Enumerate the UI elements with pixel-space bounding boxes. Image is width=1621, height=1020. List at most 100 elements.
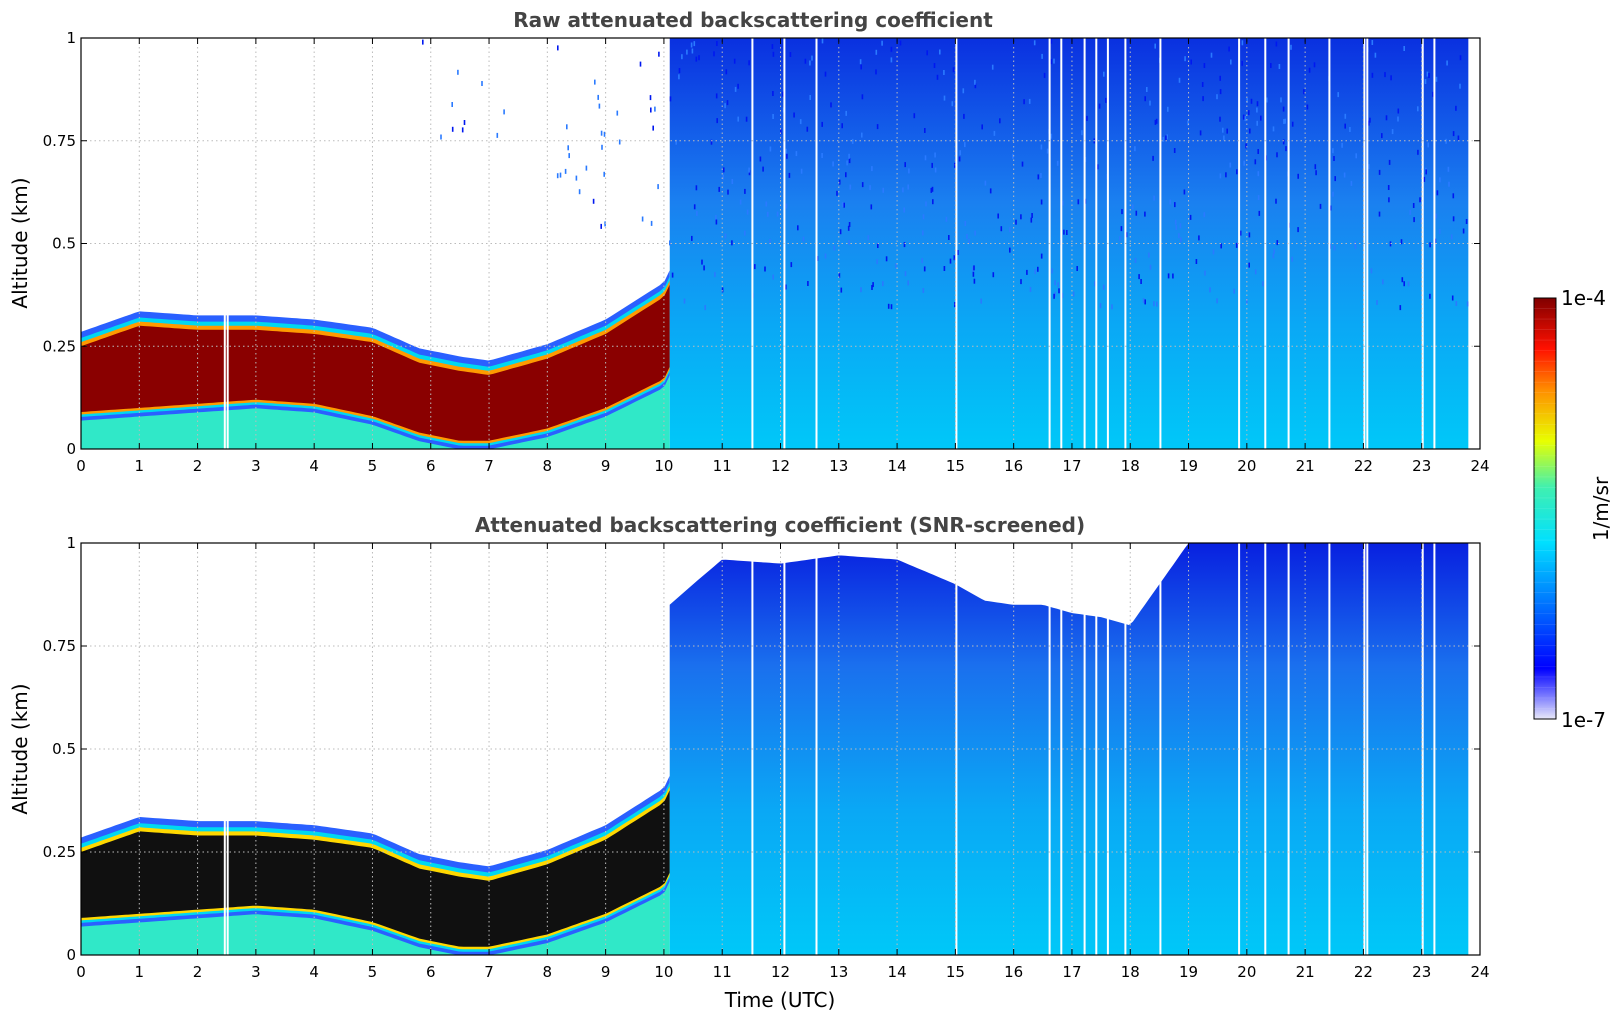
noise-mark (1397, 108, 1400, 114)
noise-mark (1053, 293, 1055, 299)
signal-layer-band (81, 790, 670, 947)
noise-mark (1099, 303, 1102, 309)
noise-mark (1219, 116, 1221, 122)
noise-mark (683, 298, 686, 304)
noise-mark (1063, 229, 1065, 235)
noise-mark (1452, 216, 1455, 222)
noise-mark (748, 170, 751, 176)
noise-mark (1040, 173, 1042, 178)
noise-mark (1266, 97, 1268, 103)
noise-mark (1057, 282, 1059, 288)
noise-mark (1337, 92, 1339, 98)
noise-mark (1148, 252, 1150, 258)
missing-profile (223, 38, 226, 449)
noise-mark (1446, 60, 1448, 66)
noise-mark (1050, 133, 1053, 139)
noise-mark (1029, 286, 1032, 292)
noise-mark (1436, 190, 1439, 196)
noise-mark (1134, 146, 1136, 152)
noise-mark (807, 281, 809, 286)
noise-mark (1020, 279, 1022, 285)
colorbar: 1e-4 1e-7 1/m/sr (1533, 286, 1613, 732)
noise-mark (1203, 212, 1206, 218)
noise-mark (1412, 203, 1415, 208)
missing-profile (223, 543, 226, 955)
x-tick-label: 11 (713, 963, 732, 981)
noise-mark (786, 153, 788, 159)
noise-mark (1201, 82, 1204, 87)
noise-mark (675, 139, 677, 145)
noise-mark (952, 67, 955, 73)
x-tick-label: 4 (309, 457, 319, 475)
noise-mark (809, 60, 811, 66)
noise-mark (727, 189, 729, 195)
x-axis-label: Time (UTC) (724, 988, 836, 1012)
noise-mark (1260, 115, 1262, 121)
noise-mark (782, 91, 784, 97)
noise-mark (691, 235, 693, 241)
noise-mark (1391, 129, 1394, 135)
noise-mark (821, 153, 823, 158)
x-tick-label: 12 (771, 457, 790, 475)
missing-profile (1328, 543, 1331, 955)
noise-mark (696, 210, 698, 216)
noise-mark (999, 118, 1001, 124)
noise-mark (463, 120, 466, 125)
x-tick-label: 10 (654, 457, 673, 475)
noise-mark (1246, 97, 1248, 103)
x-tick-label: 18 (1121, 963, 1140, 981)
noise-mark (833, 245, 836, 251)
noise-mark (1183, 189, 1186, 195)
missing-profile (226, 543, 229, 955)
noise-mark (1244, 116, 1247, 122)
noise-mark (1384, 72, 1386, 78)
noise-mark (1419, 197, 1421, 203)
noise-mark (861, 94, 864, 100)
noise-mark (972, 271, 975, 277)
noise-mark (1189, 214, 1192, 220)
noise-mark (1369, 117, 1371, 123)
noise-mark (1291, 121, 1294, 127)
noise-mark (936, 74, 939, 80)
noise-mark (1031, 213, 1033, 218)
noise-mark (836, 190, 838, 196)
noise-mark (800, 168, 803, 174)
noise-mark (658, 51, 660, 57)
noise-mark (861, 182, 864, 188)
noise-mark (1407, 281, 1410, 287)
noise-mark (934, 167, 937, 173)
missing-profile (1238, 38, 1241, 449)
noise-mark (1138, 274, 1140, 280)
missing-profile (1238, 543, 1241, 955)
noise-mark (597, 94, 599, 100)
noise-mark (733, 58, 736, 64)
missing-profile (1287, 38, 1290, 449)
noise-mark (1169, 199, 1171, 205)
noise-mark (1341, 142, 1343, 148)
noise-mark (1034, 269, 1037, 275)
noise-mark (1450, 234, 1453, 240)
noise-mark (785, 284, 787, 290)
noise-mark (1314, 164, 1317, 170)
noise-mark (1219, 173, 1222, 179)
noise-mark (1030, 217, 1033, 223)
x-tick-label: 11 (713, 457, 732, 475)
noise-mark (1154, 43, 1156, 49)
noise-mark (600, 223, 602, 229)
noise-mark (734, 86, 737, 92)
noise-mark (1105, 97, 1107, 103)
noise-mark (1062, 200, 1064, 206)
noise-mark (1009, 247, 1011, 253)
noise-mark (861, 132, 863, 138)
noise-mark (840, 287, 843, 293)
noise-mark (764, 266, 766, 272)
noise-mark (1220, 243, 1222, 249)
noise-mark (974, 79, 976, 85)
noise-mark (1015, 219, 1017, 225)
noise-mark (695, 185, 698, 191)
noise-mark (824, 71, 827, 77)
noise-mark (703, 265, 705, 271)
noise-mark (1058, 288, 1060, 294)
chart-title: Attenuated backscattering coefficient (S… (475, 513, 1085, 537)
